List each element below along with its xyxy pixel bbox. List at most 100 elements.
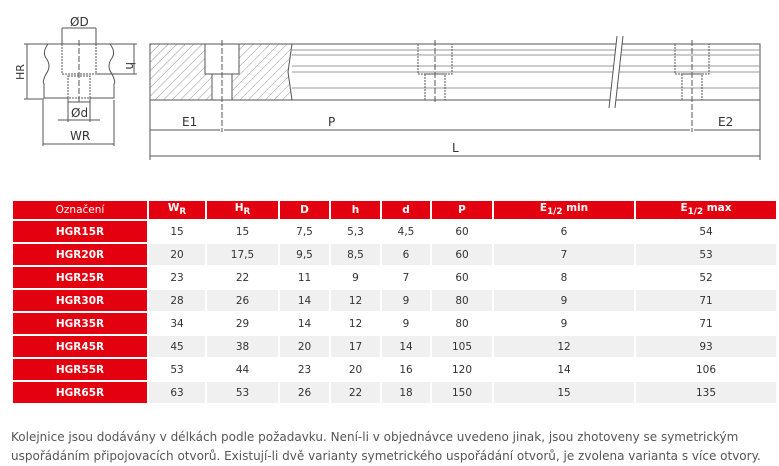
rail-designation: HGR35R — [13, 313, 147, 334]
column-header: D — [280, 201, 329, 219]
table-cell: 14 — [280, 313, 329, 334]
table-cell: 26 — [280, 382, 329, 403]
column-header: h — [331, 201, 380, 219]
rail-designation: HGR25R — [13, 267, 147, 288]
table-cell: 22 — [207, 267, 278, 288]
rail-cross-section — [24, 27, 137, 146]
dim-h-label: h — [123, 62, 137, 70]
table-cell: 63 — [149, 382, 205, 403]
column-header: d — [382, 201, 430, 219]
table-cell: 14 — [382, 336, 430, 357]
table-cell: 16 — [382, 359, 430, 380]
rail-designation: HGR45R — [13, 336, 147, 357]
table-cell: 9 — [494, 313, 634, 334]
table-row: HGR15R 15 15 7,5 5,3 4,5 60 6 54 — [13, 221, 776, 242]
rail-designation: HGR15R — [13, 221, 147, 242]
table-cell: 53 — [149, 359, 205, 380]
table-cell: 7 — [494, 244, 634, 265]
table-row: HGR65R 63 53 26 22 18 150 15 135 — [13, 382, 776, 403]
table-row: HGR55R 53 44 23 20 16 120 14 106 — [13, 359, 776, 380]
rail-technical-drawing: ØD h HR Ød WR E1 P E2 L — [14, 15, 761, 160]
table-cell: 28 — [149, 290, 205, 311]
table-cell: 23 — [280, 359, 329, 380]
table-cell: 8,5 — [331, 244, 380, 265]
table-cell: 15 — [207, 221, 278, 242]
column-header: Označení — [13, 201, 147, 219]
dim-WR-label: WR — [70, 129, 90, 143]
table-cell: 38 — [207, 336, 278, 357]
table-cell: 17,5 — [207, 244, 278, 265]
table-cell: 14 — [494, 359, 634, 380]
table-cell: 20 — [331, 359, 380, 380]
table-cell: 53 — [636, 244, 776, 265]
table-cell: 93 — [636, 336, 776, 357]
table-cell: 23 — [149, 267, 205, 288]
table-cell: 9 — [382, 313, 430, 334]
table-row: HGR25R 23 22 11 9 7 60 8 52 — [13, 267, 776, 288]
table-cell: 106 — [636, 359, 776, 380]
column-header: E1/2 max — [636, 201, 776, 219]
table-cell: 9 — [494, 290, 634, 311]
column-header: WR — [149, 201, 205, 219]
table-cell: 7,5 — [280, 221, 329, 242]
table-cell: 9,5 — [280, 244, 329, 265]
table-cell: 20 — [149, 244, 205, 265]
table-cell: 15 — [494, 382, 634, 403]
table-cell: 120 — [432, 359, 492, 380]
rail-designation: HGR30R — [13, 290, 147, 311]
rail-side-view — [149, 35, 761, 160]
rail-designation: HGR20R — [13, 244, 147, 265]
table-cell: 44 — [207, 359, 278, 380]
table-cell: 45 — [149, 336, 205, 357]
table-cell: 135 — [636, 382, 776, 403]
table-cell: 15 — [149, 221, 205, 242]
table-row: HGR30R 28 26 14 12 9 80 9 71 — [13, 290, 776, 311]
table-cell: 6 — [494, 221, 634, 242]
table-cell: 71 — [636, 313, 776, 334]
table-cell: 60 — [432, 221, 492, 242]
table-cell: 52 — [636, 267, 776, 288]
table-cell: 14 — [280, 290, 329, 311]
table-cell: 4,5 — [382, 221, 430, 242]
column-header: HR — [207, 201, 278, 219]
column-header: E1/2 min — [494, 201, 634, 219]
table-cell: 18 — [382, 382, 430, 403]
table-cell: 60 — [432, 244, 492, 265]
table-cell: 29 — [207, 313, 278, 334]
table-cell: 9 — [382, 290, 430, 311]
dim-d-label: Ød — [71, 106, 88, 120]
table-cell: 7 — [382, 267, 430, 288]
table-row: HGR45R 45 38 20 17 14 105 12 93 — [13, 336, 776, 357]
table-cell: 60 — [432, 267, 492, 288]
dim-E2-label: E2 — [718, 115, 733, 129]
dim-P-label: P — [328, 115, 335, 129]
table-cell: 11 — [280, 267, 329, 288]
table-cell: 12 — [494, 336, 634, 357]
column-header: P — [432, 201, 492, 219]
rail-designation: HGR55R — [13, 359, 147, 380]
table-cell: 8 — [494, 267, 634, 288]
table-cell: 54 — [636, 221, 776, 242]
table-cell: 34 — [149, 313, 205, 334]
table-cell: 12 — [331, 313, 380, 334]
table-cell: 6 — [382, 244, 430, 265]
table-cell: 80 — [432, 290, 492, 311]
table-cell: 71 — [636, 290, 776, 311]
table-row: HGR20R 20 17,5 9,5 8,5 6 60 7 53 — [13, 244, 776, 265]
dim-D-label: ØD — [70, 15, 89, 29]
table-cell: 20 — [280, 336, 329, 357]
table-cell: 5,3 — [331, 221, 380, 242]
dim-E1-label: E1 — [182, 115, 197, 129]
dim-L-label: L — [452, 141, 459, 155]
table-cell: 80 — [432, 313, 492, 334]
table-cell: 105 — [432, 336, 492, 357]
dim-HR-label: HR — [14, 64, 27, 80]
table-row: HGR35R 34 29 14 12 9 80 9 71 — [13, 313, 776, 334]
table-cell: 17 — [331, 336, 380, 357]
table-cell: 150 — [432, 382, 492, 403]
table-cell: 22 — [331, 382, 380, 403]
table-cell: 53 — [207, 382, 278, 403]
table-cell: 26 — [207, 290, 278, 311]
